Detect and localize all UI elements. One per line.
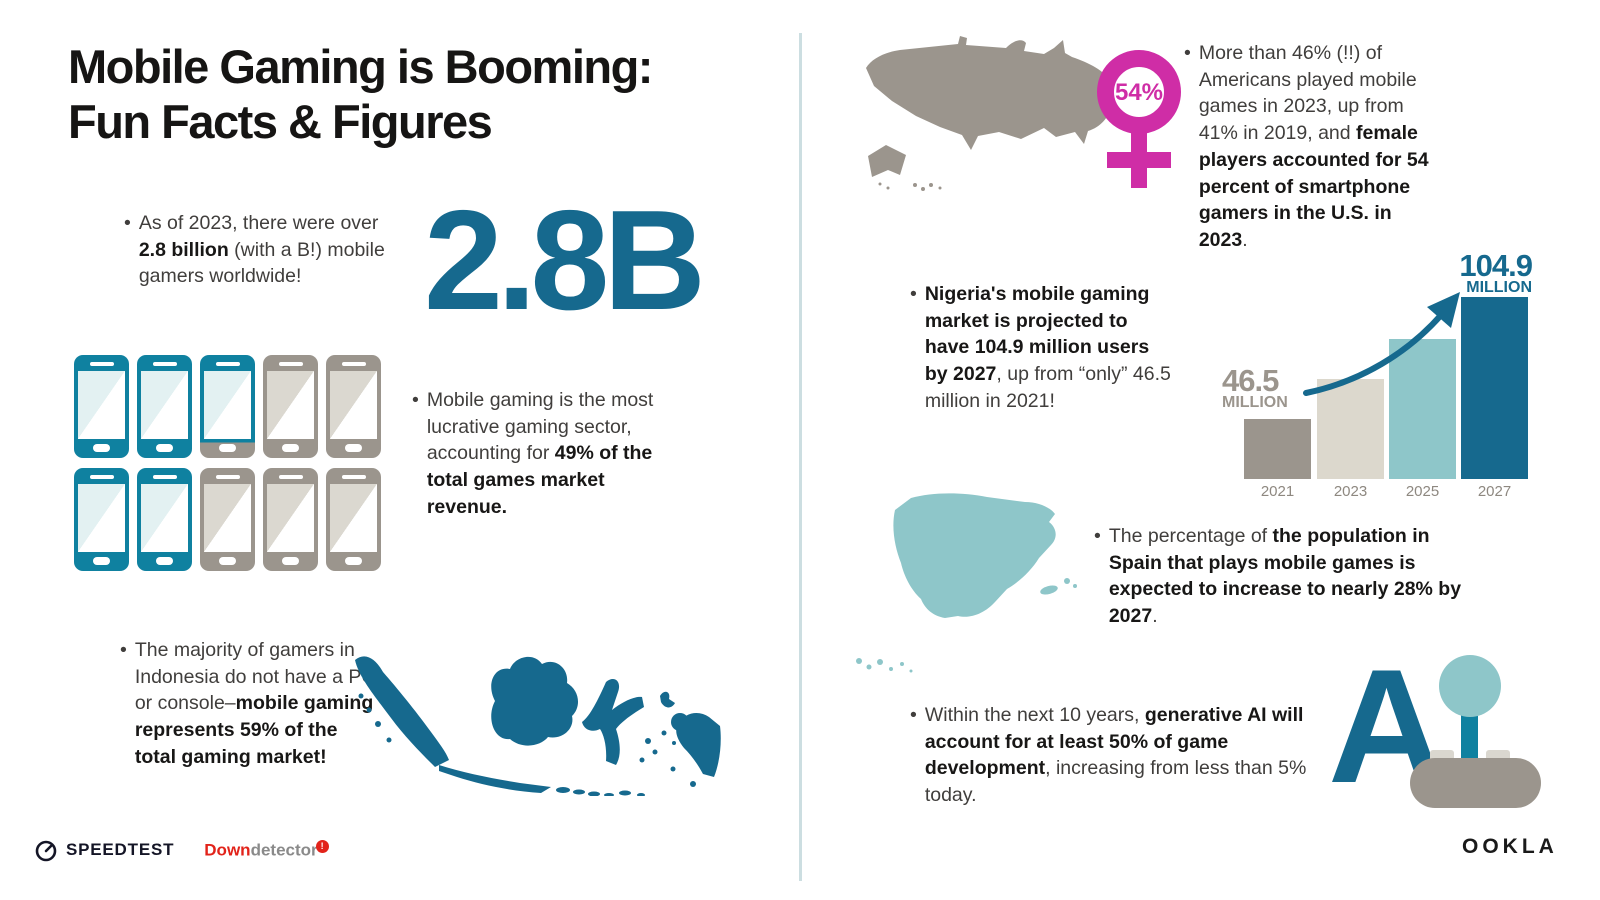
downdetector-badge-icon: ! [315,839,329,853]
joystick-icon [1410,655,1541,808]
phone-icon [200,468,255,571]
phone-icon [74,355,129,458]
fact-text: More than 46% (!!) of Americans played m… [1198,42,1417,145]
fact-text-bold: generative AI will account for at least … [924,704,1304,780]
year-tick: 2021 [1260,483,1295,500]
speedtest-logo: SPEEDTEST [66,840,175,859]
downdetector-logo-detector: detector [250,840,318,860]
fact-text-bold: Nigeria's mobile gaming market is projec… [924,283,1150,386]
fact-us-players: • More than 46% (!!) of Americans played… [1184,40,1444,254]
bullet-icon: • [124,212,131,234]
ookla-logo: OOKLA [1462,835,1558,858]
female-stat-value: 54% [1115,79,1163,106]
bullet-icon: • [910,283,917,305]
fact-text: . [1242,228,1248,251]
fact-text: The percentage of [1108,525,1273,547]
phone-icon [263,468,318,571]
fact-indonesia: • The majority of gamers in Indonesia do… [120,637,376,771]
bar-2021 [1244,419,1311,479]
phone-icon [326,355,381,458]
bullet-icon: • [1184,42,1191,64]
bar-2023 [1317,379,1384,479]
bullet-icon: • [1094,525,1101,547]
fact-text-bold: 2.8 billion [138,238,229,261]
phone-grid [74,355,381,571]
downdetector-logo: Downdetector! [204,839,329,861]
chart-last-unit: MILLION [1466,279,1532,297]
us-map [866,36,1112,191]
chart-first-label: 46.5 MILLION [1222,363,1288,412]
title-line-2: Fun Facts & Figures [68,94,493,148]
fact-generative-ai: • Within the next 10 years, generative A… [910,702,1308,809]
chart-first-unit: MILLION [1222,394,1288,412]
fact-text-bold: mobile gaming represents 59% of the tota… [134,692,374,768]
fact-text: The majority of gamers in Indonesia do n… [134,639,376,715]
bar-2025 [1389,339,1456,479]
indonesia-map [355,656,721,796]
fact-text: , increasing from less than 5% today. [924,757,1307,807]
fact-text: . [1152,605,1158,628]
speedtest-gauge-icon [35,840,57,862]
female-symbol-icon: 54% [1097,50,1181,188]
fact-text: , up from “only” 46.5 million in 2021! [924,363,1171,412]
column-divider [799,33,802,881]
spain-map [856,493,1077,673]
downdetector-logo-down: Down [204,840,251,860]
title-line-1: Mobile Gaming is Booming: [68,40,653,93]
footer-brands: SPEEDTEST Downdetector! [34,838,329,862]
year-tick: 2027 [1477,483,1512,500]
phone-icon [263,355,318,458]
bullet-icon: • [910,704,917,726]
nigeria-users-bar-chart: 46.5 MILLION 104.9 MILLION 2021 2023 202… [1222,250,1534,510]
chart-last-value: 104.9 [1459,248,1533,283]
chart-first-value: 46.5 [1222,363,1279,398]
year-tick: 2023 [1333,483,1368,500]
bar-2027 [1461,297,1528,479]
phone-icon [326,468,381,571]
phone-icon [200,355,255,458]
phone-icon [74,468,129,571]
fact-text-bold: 49% of the total games market revenue. [426,442,653,518]
big-number-2-8b: 2.8B [424,181,706,340]
fact-nigeria: • Nigeria's mobile gaming market is proj… [910,281,1176,415]
fact-revenue: • Mobile gaming is the most lucrative ga… [412,387,664,521]
fact-text-bold: female players accounted for 54 percent … [1198,122,1429,251]
fact-text: Mobile gaming is the most lucrative gami… [426,389,654,465]
fact-text: As of 2023, there were over [138,212,379,234]
fact-text: (with a B!) mobile gamers worldwide! [138,238,385,288]
fact-spain: • The percentage of the population in Sp… [1094,523,1482,630]
phone-icon [137,355,192,458]
fact-worldwide-gamers: • As of 2023, there were over 2.8 billio… [124,210,392,290]
year-tick: 2025 [1405,483,1440,500]
page-title: Mobile Gaming is Booming: Fun Facts & Fi… [68,40,748,150]
fact-text-bold: the population in Spain that plays mobil… [1108,525,1462,628]
chart-last-label: 104.9 MILLION [1459,248,1533,297]
fact-text: Within the next 10 years, [924,704,1145,726]
phone-icon [137,468,192,571]
bullet-icon: • [412,389,419,411]
bullet-icon: • [120,639,127,661]
